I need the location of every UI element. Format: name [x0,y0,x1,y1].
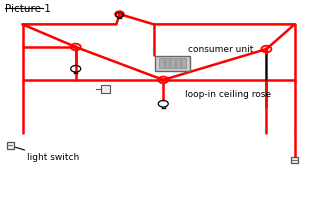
Bar [170,59,175,69]
Text: Picture 1: Picture 1 [5,4,51,14]
Bar [165,59,169,69]
Bar [176,59,180,69]
Circle shape [118,14,121,16]
Bar [159,59,164,69]
Text: consumer unit: consumer unit [188,44,254,53]
Bar [291,157,298,164]
Text: light switch: light switch [27,153,79,162]
Text: loop-in ceiling rose: loop-in ceiling rose [185,89,271,98]
Bar [181,59,186,69]
Bar [101,86,110,93]
Bar [7,143,14,149]
Circle shape [74,47,77,49]
Bar [155,57,190,71]
Circle shape [162,80,165,81]
Circle shape [265,49,268,51]
